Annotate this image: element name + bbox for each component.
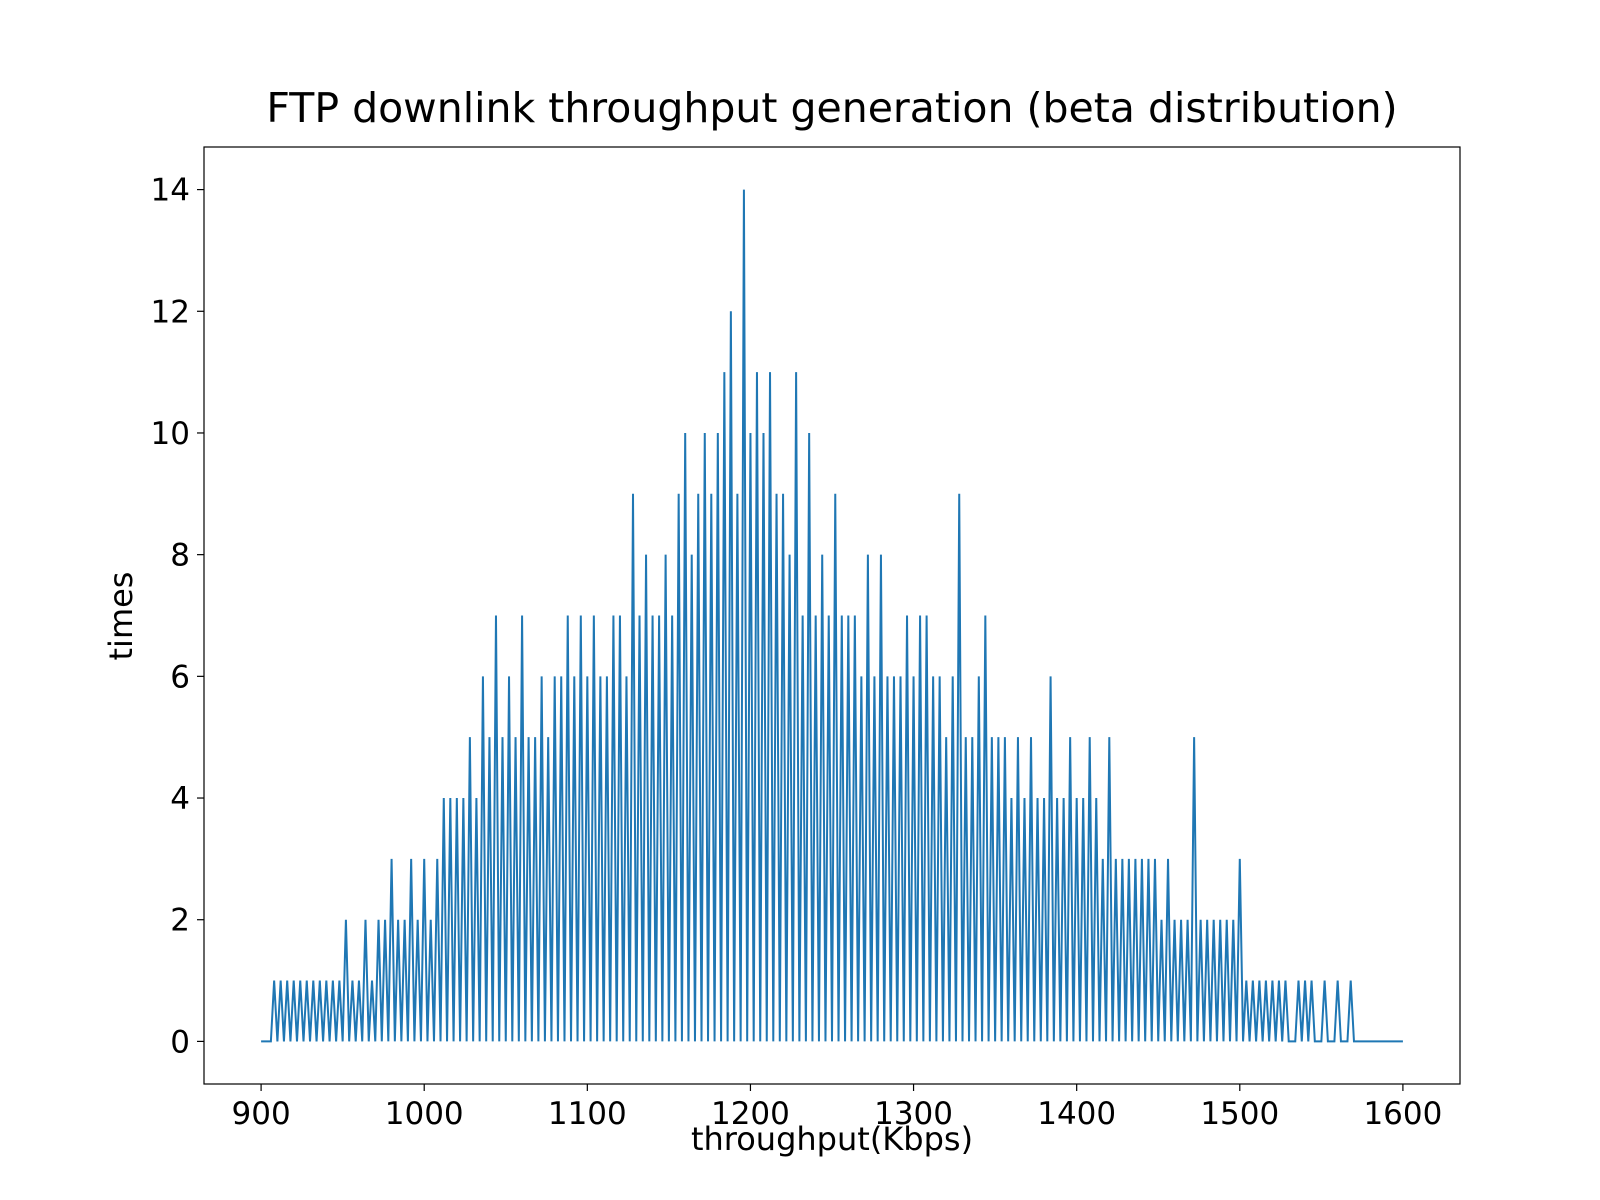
y-tick-label: 8	[170, 538, 190, 574]
y-tick-label: 0	[170, 1024, 190, 1060]
x-tick-label: 1200	[711, 1096, 790, 1132]
x-tick-label: 900	[232, 1096, 291, 1132]
x-axis-label: throughput(Kbps)	[691, 1120, 973, 1158]
y-tick-label: 2	[170, 903, 190, 939]
y-tick-label: 10	[151, 416, 190, 452]
y-axis-label: times	[102, 572, 140, 661]
x-tick-label: 1500	[1200, 1096, 1279, 1132]
chart-title: FTP downlink throughput generation (beta…	[266, 84, 1397, 132]
x-tick-label: 1600	[1363, 1096, 1442, 1132]
y-tick-label: 14	[151, 173, 190, 209]
x-tick-label: 1100	[548, 1096, 627, 1132]
axes-frame	[203, 146, 1461, 1085]
x-tick-label: 1400	[1037, 1096, 1116, 1132]
x-tick-label: 1000	[385, 1096, 464, 1132]
data-line	[261, 189, 1403, 1043]
y-tick-label: 12	[151, 294, 190, 330]
x-tick-label: 1300	[874, 1096, 953, 1132]
y-tick-label: 4	[170, 781, 190, 817]
y-tick-label: 6	[170, 659, 190, 695]
